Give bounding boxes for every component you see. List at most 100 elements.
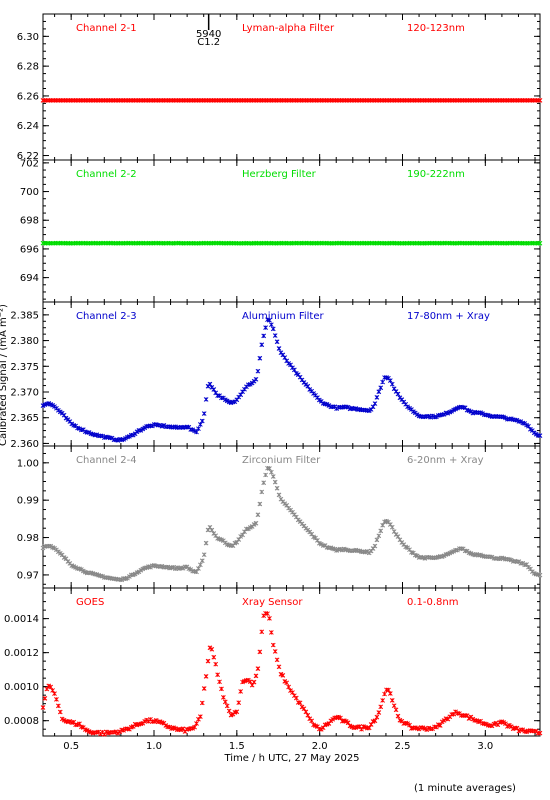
panel-4: 0.97 0.98 0.99 1.00 Channel 2-4 Zirconium Fil… — [17, 445, 543, 589]
data-point — [52, 691, 57, 696]
data-point — [537, 98, 543, 103]
panel-5: 0.0008 0.0010 0.0012 0.0014 0.5 1.0 1.5 2.0 2.5 3… — [4, 587, 543, 752]
data-point — [205, 658, 211, 664]
data-point — [382, 691, 387, 697]
data-point — [374, 395, 380, 400]
y-tick-label: 0.0012 — [4, 648, 39, 659]
panel-frame — [42, 159, 541, 303]
data-point — [389, 524, 395, 530]
data-point — [259, 342, 265, 348]
data-point — [274, 657, 280, 663]
y-tick-label: 696 — [20, 244, 39, 255]
data-point — [192, 724, 197, 730]
data-point — [57, 709, 63, 715]
data-point — [537, 730, 543, 736]
data-point — [261, 480, 267, 486]
data-point — [374, 714, 380, 720]
data-point — [55, 703, 61, 709]
data-point — [284, 680, 290, 686]
data-point — [257, 355, 263, 361]
data-point — [215, 672, 220, 678]
data-point — [309, 718, 315, 724]
y-tick-label: 2.360 — [10, 439, 39, 450]
data-point — [366, 725, 372, 731]
data-point — [257, 501, 263, 507]
data-points — [40, 317, 543, 443]
x-tick-label: 1.0 — [146, 741, 162, 752]
x-axis-label: Time / h UTC, 27 May 2025 — [223, 753, 359, 764]
data-point — [272, 333, 278, 338]
data-point — [386, 687, 391, 693]
data-point — [261, 333, 267, 339]
data-point — [253, 520, 259, 526]
data-point — [40, 705, 46, 710]
data-point — [238, 689, 244, 694]
x-tick-label: 2.0 — [312, 741, 328, 752]
data-point — [197, 562, 203, 568]
data-point — [537, 433, 543, 438]
data-point — [221, 695, 226, 700]
data-point — [380, 698, 386, 703]
y-tick-label: 6.22 — [17, 151, 39, 162]
data-point — [267, 317, 272, 323]
y-tick-label: 2.385 — [10, 310, 39, 321]
data-point — [209, 646, 215, 652]
panel-1: 6.22 6.24 6.26 6.28 6.30 Channel 2-1 Lyman-alp… — [17, 13, 543, 162]
x-tick-label: 1.5 — [229, 741, 245, 752]
data-point — [196, 426, 201, 432]
panel-channel-label: Channel 2-1 — [76, 23, 137, 34]
flare-marker-class: C1.2 — [197, 37, 220, 48]
y-axis-label: Calibrated Signal / (mA m⁻²) — [0, 304, 9, 446]
y-tick-label: 6.24 — [17, 121, 39, 132]
y-tick-label: 1.00 — [17, 458, 39, 469]
data-point — [253, 376, 259, 382]
data-point — [268, 630, 274, 635]
data-point — [270, 326, 276, 332]
y-tick-label: 0.99 — [17, 496, 39, 507]
data-point — [194, 721, 199, 726]
y-tick-label: 694 — [20, 273, 39, 284]
data-point — [267, 616, 272, 621]
panel-channel-label: Channel 2-3 — [76, 311, 137, 322]
y-tick-label: 6.26 — [17, 91, 39, 102]
data-point — [263, 325, 268, 330]
data-point — [276, 492, 282, 498]
x-tick-label: 0.5 — [63, 741, 79, 752]
data-point — [389, 381, 395, 387]
data-point — [303, 709, 309, 715]
data-point — [387, 691, 393, 696]
data-points — [40, 610, 543, 737]
data-point — [209, 527, 215, 533]
panels-layer: 6.22 6.24 6.26 6.28 6.30 Channel 2-1 Lyman-alp… — [4, 13, 543, 752]
data-point — [437, 723, 443, 728]
panel-band-label: 190-222nm — [407, 169, 465, 180]
data-point — [196, 566, 201, 571]
panel-filter-label: Herzberg Filter — [242, 169, 317, 180]
panel-frame — [42, 301, 541, 447]
y-tick-label: 6.30 — [17, 32, 39, 43]
data-point — [194, 569, 199, 575]
panel-band-label: 0.1-0.8nm — [407, 597, 459, 608]
data-point — [255, 512, 261, 518]
data-point — [255, 666, 261, 671]
y-tick-label: 698 — [20, 216, 39, 227]
data-point — [224, 703, 230, 709]
data-point — [376, 533, 382, 539]
y-tick-label: 0.0014 — [4, 614, 39, 625]
data-point — [203, 673, 209, 679]
data-points — [40, 240, 543, 246]
data-point — [201, 411, 207, 416]
data-point — [257, 649, 263, 655]
data-point — [201, 686, 207, 691]
x-tick-label: 3.0 — [477, 741, 493, 752]
data-point — [380, 379, 386, 385]
data-point — [292, 367, 297, 373]
panel-filter-label: Xray Sensor — [242, 597, 303, 608]
panel-filter-label: Zirconium Filter — [242, 455, 321, 466]
data-points — [40, 465, 543, 583]
data-point — [276, 346, 282, 351]
data-point — [265, 611, 270, 617]
data-point — [199, 558, 205, 564]
data-point — [203, 397, 209, 402]
